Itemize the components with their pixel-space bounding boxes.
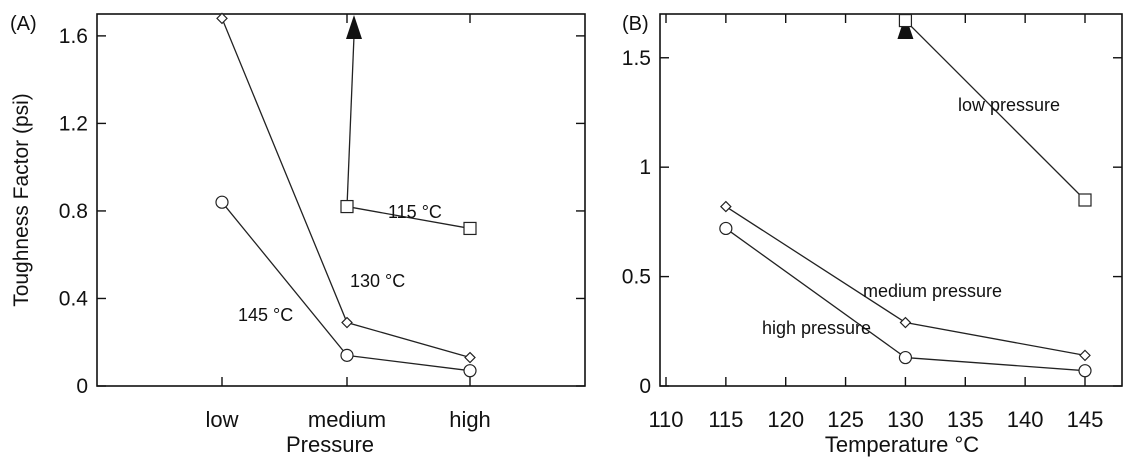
panel-b-x-tick-label-125: 125: [827, 407, 864, 432]
panel-b-label: (B): [622, 13, 649, 35]
panel-a-y-tick-label-0-8: 0.8: [59, 200, 88, 223]
panel-a-series-115-c-point-0: [340, 199, 354, 214]
panel-b-series-high-pressure-point-2: [1078, 364, 1092, 378]
panel-b-series-high-pressure-point-0: [719, 221, 733, 236]
panel-a-series-145-c-point-1: [340, 348, 354, 362]
panel-a-series-130-c-label: 130 °C: [350, 271, 405, 291]
panel-b-y-tick-label-1: 1: [639, 156, 651, 179]
panel-b-series-medium-pressure-point-1: [899, 316, 912, 329]
panel-b-series-high-pressure-point-1: [898, 350, 913, 365]
panel-a-series-130-c-point-0: [216, 12, 228, 25]
panel-a-series-145-c-point-2: [463, 364, 477, 378]
panel-b-series-low-pressure-line: [904, 20, 1086, 201]
panel-a-x-tick-label-medium: medium: [308, 407, 386, 432]
panel-a-series-115-c-point-1: [463, 221, 477, 236]
panel-a-series-115-c-arrow-line: [346, 35, 355, 207]
panel-a: (A) Toughness Factor (psi) Pressure 0 0.4…: [10, 12, 586, 457]
panel-b-x-tick-label-115: 115: [708, 407, 743, 432]
panel-a-y-tick-label-1-6: 1.6: [59, 25, 88, 48]
panel-a-y-tick-label-0: 0: [76, 375, 88, 398]
panel-a-series-115-c-arrow-head: [346, 15, 362, 39]
panel-b-series-medium-pressure-point-2: [1079, 349, 1091, 362]
panel-b: (B) Temperature °C 0 0.5 1 1.5 110 115 120 125 1…: [622, 13, 1123, 457]
panel-b-x-tick-label-135: 135: [947, 407, 984, 432]
panel-b-x-tick-label-120: 120: [767, 407, 804, 432]
panel-b-series-low-pressure-label: low pressure: [958, 95, 1060, 115]
panel-a-y-axis-label: Toughness Factor (psi): [10, 93, 33, 307]
panel-a-y-tick-label-0-4: 0.4: [59, 287, 89, 310]
panel-a-x-axis-label: Pressure: [286, 432, 374, 457]
panel-a-series-115-c-label: 115 °C: [388, 202, 442, 222]
panel-a-x-tick-label-low: low: [205, 407, 238, 432]
panel-a-series-145-c-label: 145 °C: [238, 305, 293, 325]
panel-a-series-130-c-point-1: [341, 316, 353, 329]
panel-a-y-tick-label-1-2: 1.2: [59, 112, 88, 135]
panel-b-y-tick-label-1-5: 1.5: [622, 47, 651, 70]
panel-a-series-130-c-point-2: [464, 351, 476, 364]
panel-b-x-tick-label-110: 110: [648, 407, 683, 432]
panel-a-label: (A): [10, 13, 37, 35]
panel-a-series-115-c-line: [346, 205, 471, 230]
panel-a-plot-frame: [96, 13, 586, 387]
panel-b-x-tick-label-140: 140: [1007, 407, 1044, 432]
panel-a-x-tick-label-high: high: [449, 407, 491, 432]
panel-b-y-tick-label-0: 0: [639, 375, 651, 398]
panel-b-y-tick-label-0-5: 0.5: [622, 266, 651, 289]
panel-a-series-145-c-line: [221, 201, 471, 372]
panel-b-series-low-pressure-point-0: [898, 13, 913, 28]
panel-b-x-tick-label-145: 145: [1067, 407, 1104, 432]
panel-a-series-145-c-point-0: [215, 195, 229, 209]
panel-b-series-medium-pressure-point-0: [720, 200, 732, 213]
panel-b-series-high-pressure-label: high pressure: [762, 318, 871, 338]
panel-b-x-axis-label: Temperature °C: [825, 432, 979, 457]
panel-b-x-tick-label-130: 130: [887, 407, 924, 432]
panel-b-series-medium-pressure-label: medium pressure: [863, 281, 1002, 301]
panel-b-plot-frame: [659, 13, 1123, 387]
panel-b-series-low-pressure-point-1: [1078, 193, 1092, 207]
